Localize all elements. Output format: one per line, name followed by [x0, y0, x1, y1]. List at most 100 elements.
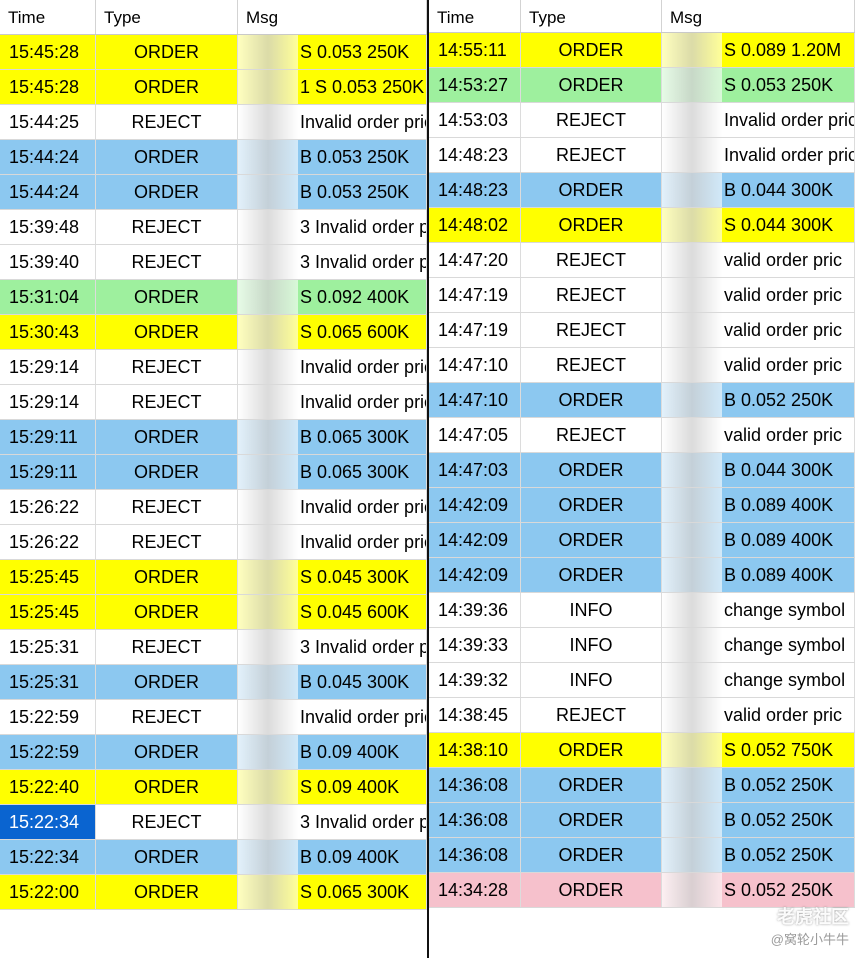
table-row[interactable]: 14:48:23 ORDER B 0.044 300K: [429, 173, 855, 208]
cell-type[interactable]: ORDER: [521, 453, 662, 487]
cell-msg[interactable]: S 0.044 300K: [662, 208, 855, 242]
cell-time[interactable]: 15:29:14: [0, 350, 96, 384]
table-row[interactable]: 15:22:59 ORDER B 0.09 400K: [0, 735, 427, 770]
cell-msg[interactable]: S 0.053 250K: [238, 35, 427, 69]
table-row[interactable]: 14:55:11 ORDER S 0.089 1.20M: [429, 33, 855, 68]
cell-time[interactable]: 14:48:23: [429, 173, 521, 207]
cell-msg[interactable]: Invalid order pric: [238, 490, 427, 524]
cell-time[interactable]: 14:36:08: [429, 803, 521, 837]
column-header-msg[interactable]: Msg: [662, 0, 855, 32]
cell-time[interactable]: 15:44:24: [0, 175, 96, 209]
cell-type[interactable]: ORDER: [521, 733, 662, 767]
cell-msg[interactable]: B 0.089 400K: [662, 558, 855, 592]
cell-time[interactable]: 15:25:31: [0, 665, 96, 699]
cell-type[interactable]: ORDER: [96, 770, 238, 804]
cell-msg[interactable]: S 0.045 600K: [238, 595, 427, 629]
cell-type[interactable]: INFO: [521, 593, 662, 627]
table-row[interactable]: 14:39:33 INFO change symbol: [429, 628, 855, 663]
cell-time[interactable]: 14:47:20: [429, 243, 521, 277]
table-row[interactable]: 14:47:10 REJECT valid order pric: [429, 348, 855, 383]
cell-type[interactable]: REJECT: [96, 490, 238, 524]
cell-type[interactable]: REJECT: [96, 525, 238, 559]
table-row[interactable]: 14:38:10 ORDER S 0.052 750K: [429, 733, 855, 768]
cell-time[interactable]: 15:44:24: [0, 140, 96, 174]
cell-type[interactable]: REJECT: [96, 700, 238, 734]
table-row[interactable]: 14:53:27 ORDER S 0.053 250K: [429, 68, 855, 103]
cell-type[interactable]: REJECT: [96, 350, 238, 384]
cell-msg[interactable]: 3 Invalid order pric: [238, 630, 427, 664]
cell-msg[interactable]: B 0.089 400K: [662, 523, 855, 557]
cell-time[interactable]: 14:34:28: [429, 873, 521, 907]
cell-type[interactable]: ORDER: [96, 560, 238, 594]
cell-time[interactable]: 15:44:25: [0, 105, 96, 139]
table-row[interactable]: 15:25:45 ORDER S 0.045 600K: [0, 595, 427, 630]
cell-time[interactable]: 15:29:14: [0, 385, 96, 419]
cell-msg[interactable]: B 0.052 250K: [662, 803, 855, 837]
table-row[interactable]: 15:30:43 ORDER S 0.065 600K: [0, 315, 427, 350]
cell-msg[interactable]: 3 Invalid order pric: [238, 210, 427, 244]
table-row[interactable]: 15:26:22 REJECT Invalid order pric: [0, 525, 427, 560]
cell-time[interactable]: 14:36:08: [429, 838, 521, 872]
cell-type[interactable]: ORDER: [96, 420, 238, 454]
table-row[interactable]: 14:47:20 REJECT valid order pric: [429, 243, 855, 278]
cell-type[interactable]: REJECT: [96, 245, 238, 279]
cell-type[interactable]: REJECT: [96, 630, 238, 664]
table-row[interactable]: 14:42:09 ORDER B 0.089 400K: [429, 558, 855, 593]
table-row[interactable]: 14:48:23 REJECT Invalid order pric: [429, 138, 855, 173]
cell-time[interactable]: 15:31:04: [0, 280, 96, 314]
cell-time[interactable]: 14:38:45: [429, 698, 521, 732]
table-row[interactable]: 15:22:59 REJECT Invalid order pric: [0, 700, 427, 735]
cell-msg[interactable]: valid order pric: [662, 278, 855, 312]
cell-type[interactable]: REJECT: [521, 243, 662, 277]
cell-type[interactable]: ORDER: [96, 175, 238, 209]
cell-time[interactable]: 14:47:05: [429, 418, 521, 452]
cell-type[interactable]: ORDER: [521, 768, 662, 802]
cell-msg[interactable]: S 0.09 400K: [238, 770, 427, 804]
cell-time[interactable]: 14:42:09: [429, 558, 521, 592]
cell-time[interactable]: 15:25:31: [0, 630, 96, 664]
column-header-time[interactable]: Time: [0, 0, 96, 34]
table-row[interactable]: 14:42:09 ORDER B 0.089 400K: [429, 523, 855, 558]
cell-time[interactable]: 14:53:03: [429, 103, 521, 137]
table-row[interactable]: 14:42:09 ORDER B 0.089 400K: [429, 488, 855, 523]
cell-type[interactable]: ORDER: [521, 803, 662, 837]
cell-type[interactable]: REJECT: [96, 105, 238, 139]
cell-type[interactable]: ORDER: [521, 383, 662, 417]
cell-type[interactable]: INFO: [521, 663, 662, 697]
cell-msg[interactable]: Invalid order pric: [662, 138, 855, 172]
cell-type[interactable]: REJECT: [96, 210, 238, 244]
cell-time[interactable]: 14:47:19: [429, 278, 521, 312]
table-row[interactable]: 14:53:03 REJECT Invalid order pric: [429, 103, 855, 138]
cell-time[interactable]: 14:55:11: [429, 33, 521, 67]
table-row[interactable]: 14:47:10 ORDER B 0.052 250K: [429, 383, 855, 418]
table-row[interactable]: 15:29:11 ORDER B 0.065 300K: [0, 455, 427, 490]
cell-msg[interactable]: S 0.065 600K: [238, 315, 427, 349]
cell-msg[interactable]: valid order pric: [662, 418, 855, 452]
table-row[interactable]: 15:44:25 REJECT Invalid order pric: [0, 105, 427, 140]
cell-time[interactable]: 15:39:40: [0, 245, 96, 279]
cell-msg[interactable]: 1 S 0.053 250K: [238, 70, 427, 104]
table-row[interactable]: 14:47:19 REJECT valid order pric: [429, 278, 855, 313]
table-row[interactable]: 15:22:34 ORDER B 0.09 400K: [0, 840, 427, 875]
cell-msg[interactable]: S 0.089 1.20M: [662, 33, 855, 67]
table-row[interactable]: 14:36:08 ORDER B 0.052 250K: [429, 838, 855, 873]
cell-msg[interactable]: B 0.052 250K: [662, 838, 855, 872]
cell-time[interactable]: 15:45:28: [0, 35, 96, 69]
cell-time[interactable]: 14:48:02: [429, 208, 521, 242]
table-row[interactable]: 15:44:24 ORDER B 0.053 250K: [0, 140, 427, 175]
table-row[interactable]: 15:45:28 ORDER 1 S 0.053 250K: [0, 70, 427, 105]
cell-type[interactable]: ORDER: [96, 35, 238, 69]
table-row[interactable]: 14:36:08 ORDER B 0.052 250K: [429, 768, 855, 803]
cell-time[interactable]: 15:22:00: [0, 875, 96, 909]
cell-time[interactable]: 14:39:36: [429, 593, 521, 627]
cell-msg[interactable]: B 0.065 300K: [238, 420, 427, 454]
cell-msg[interactable]: 3 Invalid order pric: [238, 245, 427, 279]
cell-type[interactable]: REJECT: [96, 385, 238, 419]
table-row[interactable]: 15:44:24 ORDER B 0.053 250K: [0, 175, 427, 210]
cell-msg[interactable]: B 0.044 300K: [662, 173, 855, 207]
cell-time[interactable]: 15:26:22: [0, 490, 96, 524]
column-header-type[interactable]: Type: [96, 0, 238, 34]
cell-time[interactable]: 14:53:27: [429, 68, 521, 102]
